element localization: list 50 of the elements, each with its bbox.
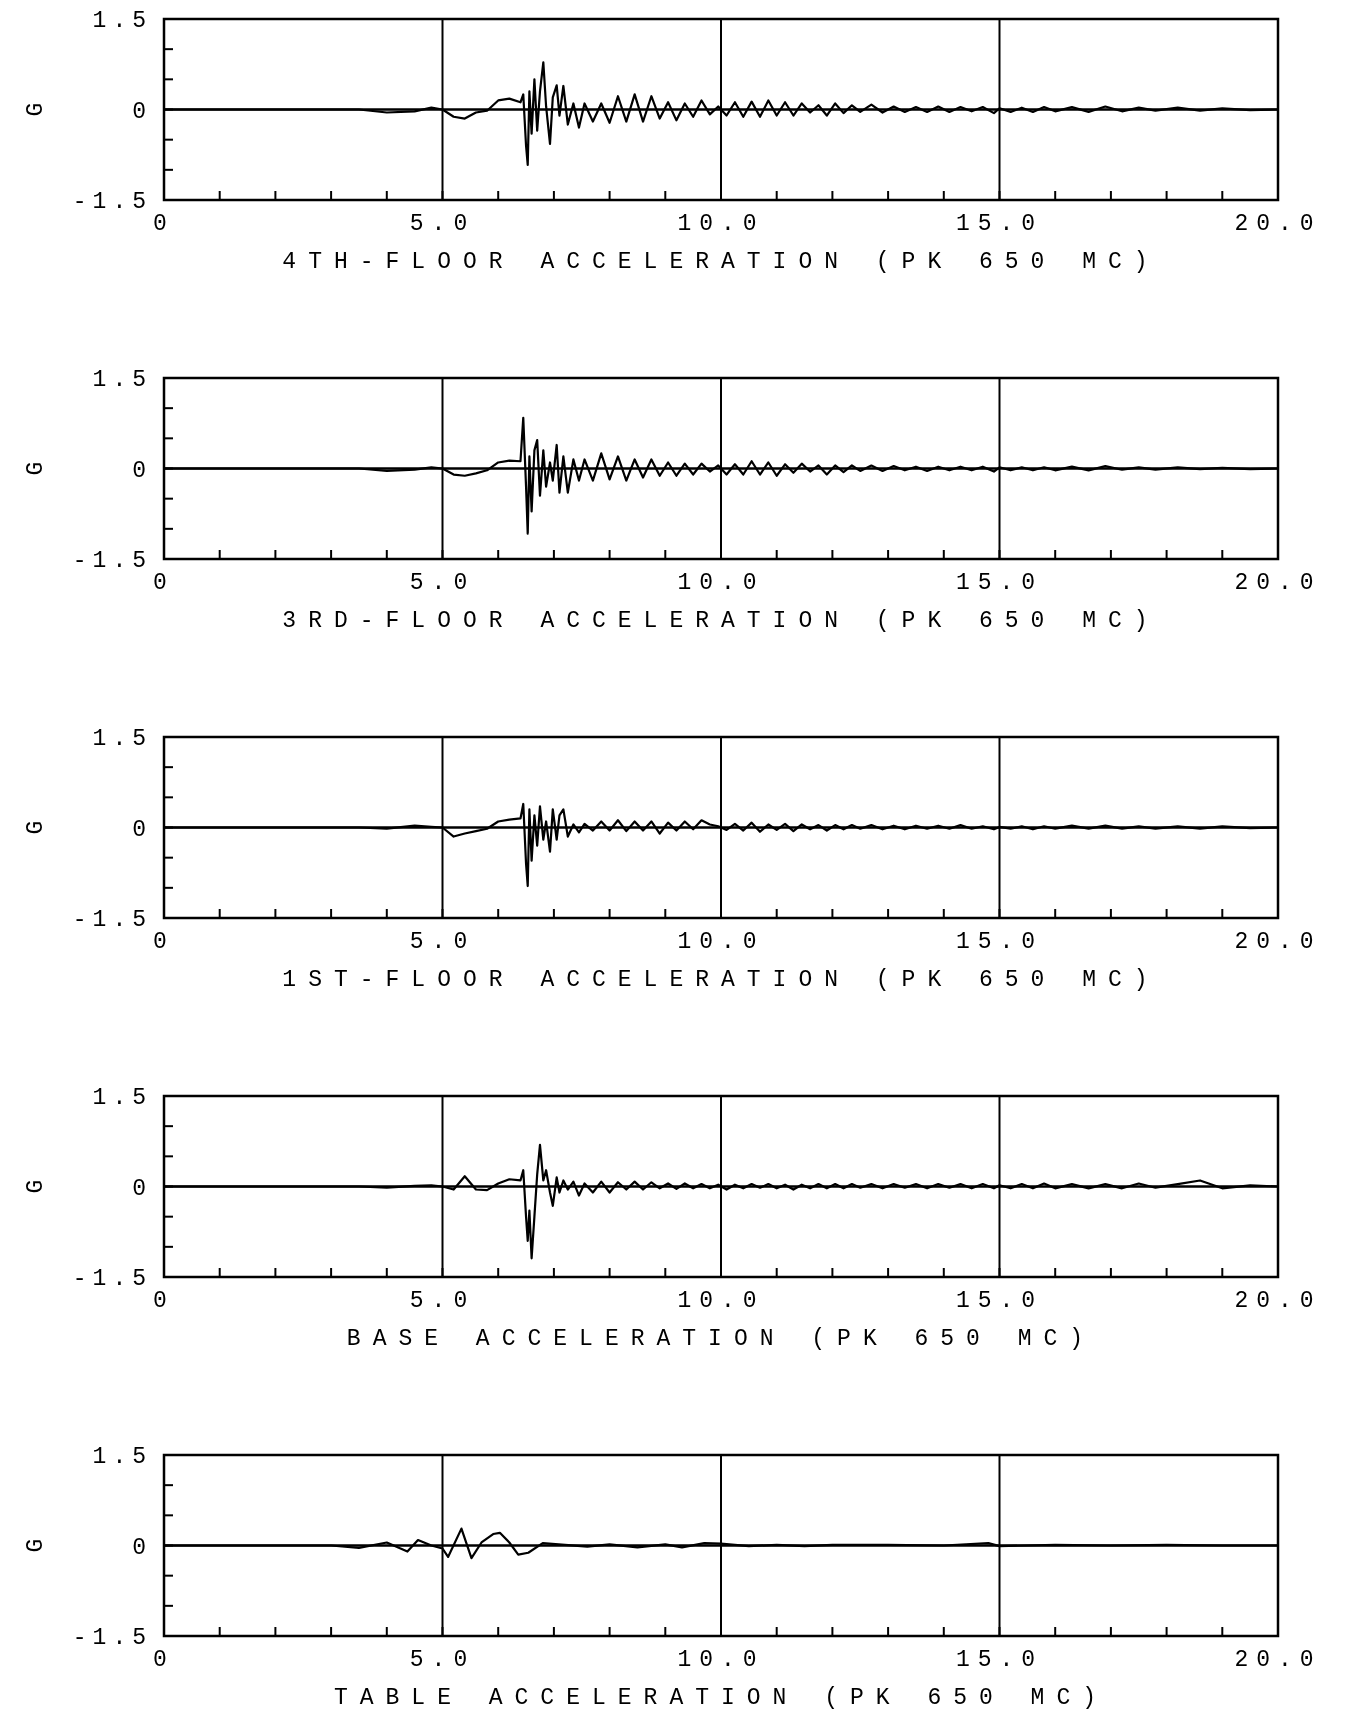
y-tick-label: 0	[132, 1175, 152, 1202]
x-axis-title: 1ST-FLOOR ACCELERATION (PK 650 MC)	[282, 967, 1160, 993]
x-tick-label: 0	[153, 211, 175, 237]
y-tick-label: -1.5	[72, 907, 152, 933]
x-tick-label: 5.0	[409, 929, 476, 955]
y-axis-title: G	[23, 1538, 49, 1553]
x-tick-label: 15.0	[955, 211, 1044, 237]
x-axis-title: 3RD-FLOOR ACCELERATION (PK 650 MC)	[282, 608, 1160, 634]
x-tick-label: 10.0	[677, 570, 765, 596]
x-tick-label: 10.0	[677, 1647, 765, 1673]
y-tick-label: -1.5	[72, 1266, 152, 1292]
x-tick-label: 0	[153, 1288, 175, 1314]
x-tick-label: 20.0	[1234, 570, 1322, 596]
y-tick-label: 1.5	[92, 8, 152, 34]
x-tick-label: 20.0	[1234, 929, 1322, 955]
y-tick-label: -1.5	[72, 189, 152, 215]
x-tick-label: 0	[153, 570, 175, 596]
y-tick-label: 0	[132, 816, 152, 843]
y-axis-title: G	[23, 102, 49, 117]
x-tick-label: 20.0	[1234, 1647, 1322, 1673]
x-tick-label: 5.0	[409, 570, 476, 596]
x-tick-label: 10.0	[677, 211, 765, 237]
x-tick-label: 5.0	[409, 1288, 476, 1314]
y-tick-label: -1.5	[72, 548, 152, 574]
x-tick-label: 5.0	[409, 1647, 476, 1673]
y-tick-label: 0	[132, 1534, 152, 1561]
x-tick-label: 15.0	[955, 570, 1044, 596]
x-tick-label: 20.0	[1234, 211, 1322, 237]
y-tick-label: 1.5	[92, 367, 152, 393]
y-tick-label: 0	[132, 457, 152, 484]
y-axis-title: G	[23, 820, 49, 835]
x-tick-label: 15.0	[955, 1288, 1044, 1314]
y-axis-title: G	[23, 461, 49, 476]
x-axis-title: BASE ACCELERATION (PK 650 MC)	[346, 1326, 1096, 1352]
x-tick-label: 10.0	[677, 929, 765, 955]
x-tick-label: 0	[153, 929, 175, 955]
x-tick-label: 15.0	[955, 1647, 1044, 1673]
y-tick-label: -1.5	[72, 1625, 152, 1651]
y-tick-label: 0	[132, 98, 152, 125]
x-tick-label: 0	[153, 1647, 175, 1673]
x-axis-title: 4TH-FLOOR ACCELERATION (PK 650 MC)	[282, 249, 1160, 275]
x-axis-title: TABLE ACCELERATION (PK 650 MC)	[333, 1685, 1109, 1711]
y-tick-label: 1.5	[92, 1085, 152, 1111]
x-tick-label: 20.0	[1234, 1288, 1322, 1314]
x-tick-label: 10.0	[677, 1288, 765, 1314]
y-axis-title: G	[23, 1179, 49, 1194]
y-tick-label: 1.5	[92, 1444, 152, 1470]
x-tick-label: 5.0	[409, 211, 476, 237]
y-tick-label: 1.5	[92, 726, 152, 752]
x-tick-label: 15.0	[955, 929, 1044, 955]
